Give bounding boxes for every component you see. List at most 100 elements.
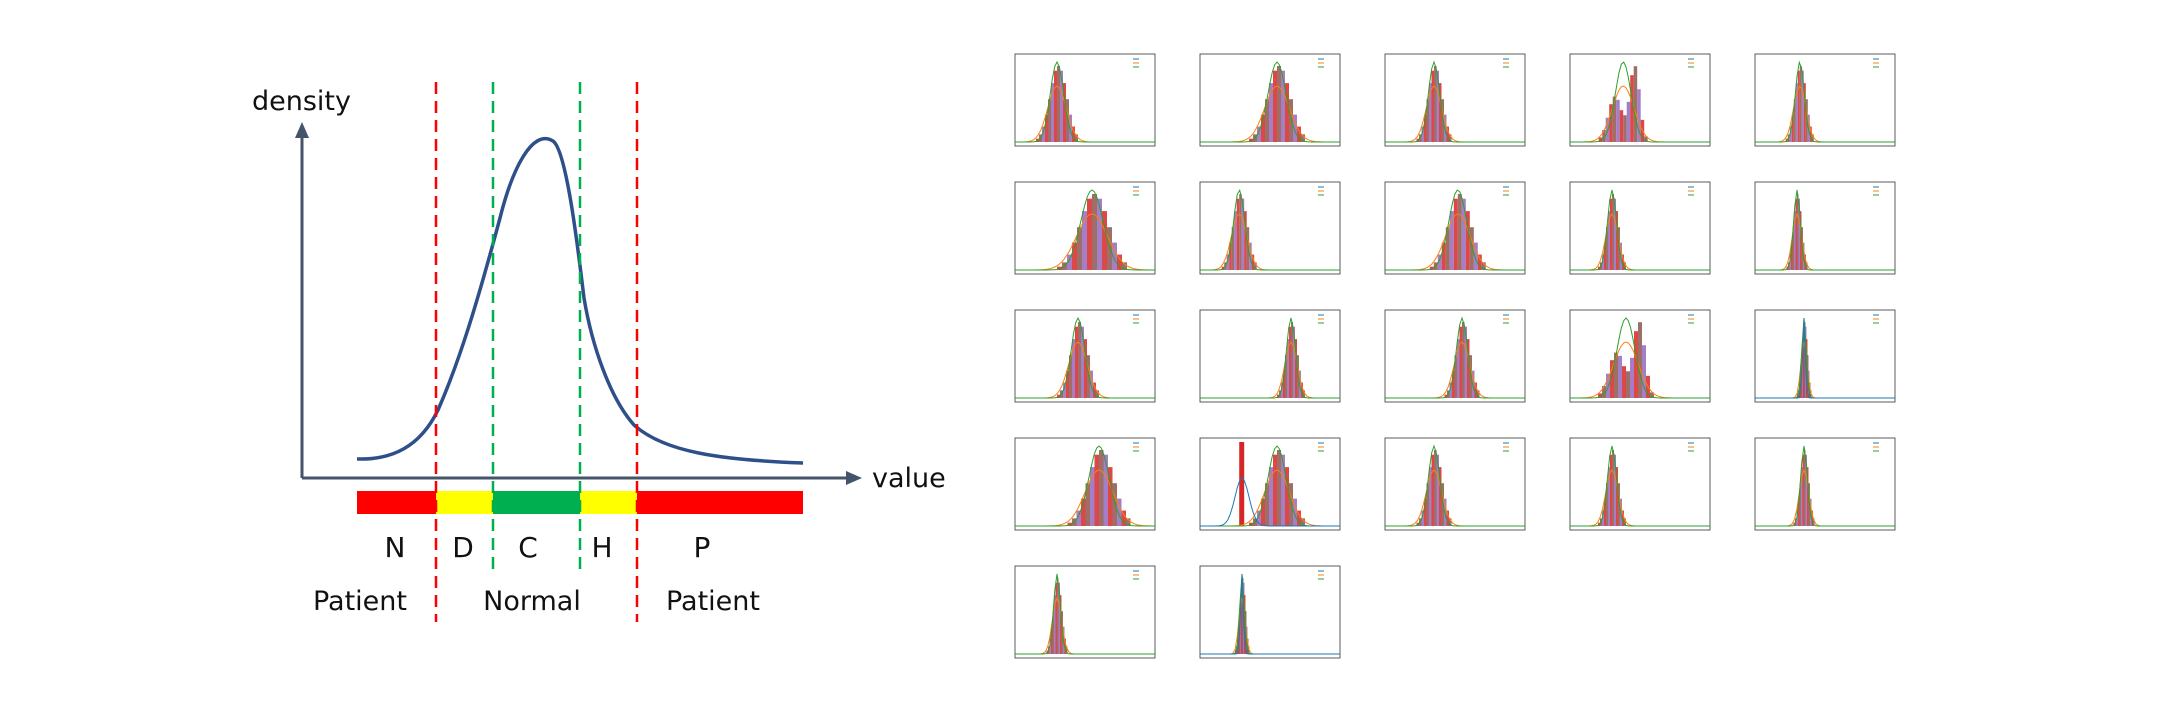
histogram-bar — [1112, 242, 1117, 270]
histogram-bar — [1638, 322, 1642, 398]
histogram-bar — [1273, 454, 1277, 526]
histogram-bar — [1616, 467, 1618, 526]
histogram-bar — [1066, 646, 1068, 654]
histogram-bar — [1642, 345, 1646, 398]
histogram-bar — [1426, 483, 1429, 526]
histogram-bar — [1226, 254, 1230, 270]
histogram-bar — [1457, 339, 1460, 398]
histogram-bar — [1637, 89, 1641, 142]
histogram-bar — [1277, 66, 1281, 142]
histogram-panel — [1375, 176, 1527, 280]
histogram-bar — [1057, 578, 1059, 654]
histogram-thumbnail — [1199, 565, 1341, 659]
histogram-bar — [1434, 66, 1437, 142]
histogram-thumbnail — [1754, 53, 1896, 147]
histogram-bar — [1069, 355, 1072, 398]
histogram-bar — [1093, 382, 1096, 398]
histogram-bar — [1066, 370, 1069, 398]
zone-letter-n: N — [385, 531, 406, 564]
histogram-bar — [1241, 582, 1243, 654]
histogram-bar — [1802, 339, 1804, 398]
histogram-bar — [1045, 114, 1048, 142]
histogram-bar — [1231, 227, 1235, 270]
histogram-bar — [1431, 70, 1434, 142]
histogram-bar — [1614, 454, 1616, 526]
histogram-bar — [1626, 101, 1631, 142]
zone-c-segment — [493, 491, 580, 514]
histogram-thumbnail — [1014, 565, 1156, 659]
histogram-bar — [1477, 254, 1482, 270]
plot-frame — [1569, 437, 1711, 531]
plot-frame — [1199, 565, 1341, 659]
plot-frame — [1569, 181, 1711, 275]
histogram-bar — [1103, 454, 1108, 526]
histogram-bar — [1650, 392, 1654, 398]
histogram-bar — [1795, 198, 1797, 270]
histogram-bar — [1063, 83, 1066, 142]
histogram-bar — [1251, 254, 1255, 270]
histogram-bar — [1626, 371, 1630, 398]
histogram-bar — [1459, 326, 1462, 398]
histogram-thumbnail — [1014, 309, 1156, 403]
histogram-bar — [1437, 254, 1442, 270]
x-axis-label: value — [872, 463, 946, 494]
histogram-bar — [1453, 198, 1458, 270]
x-axis-arrow-icon — [846, 471, 862, 485]
histogram-bar — [1057, 66, 1060, 142]
histogram-thumbnail — [1384, 181, 1526, 275]
histogram-bar — [1078, 322, 1081, 398]
histogram-bar — [1112, 483, 1117, 526]
histogram-bar — [1472, 370, 1475, 398]
plot-frame — [1384, 437, 1526, 531]
histogram-bar — [1633, 66, 1638, 142]
histogram-bar — [1622, 510, 1624, 526]
histogram-thumbnail — [1754, 181, 1896, 275]
histogram-panel — [1560, 176, 1712, 280]
histogram-bar — [1424, 498, 1427, 526]
histogram-bar — [1102, 211, 1107, 270]
histogram-panel — [1375, 48, 1527, 152]
histogram-bar — [1261, 498, 1265, 526]
histogram-bar — [1117, 498, 1122, 526]
histogram-bar — [1804, 450, 1806, 526]
density-line — [1755, 60, 1895, 143]
histogram-bar — [1609, 104, 1613, 142]
histogram-bar — [1614, 352, 1618, 398]
plot-frame — [1754, 53, 1896, 147]
histogram-bar — [1303, 390, 1305, 398]
histogram-bar — [1297, 510, 1301, 526]
histogram-panel — [1745, 176, 1897, 280]
histogram-bar — [1791, 242, 1793, 270]
histogram-bar — [1436, 70, 1439, 142]
histogram-panel — [1560, 304, 1712, 408]
histogram-bar — [1804, 322, 1806, 398]
histogram-bar — [1236, 646, 1238, 654]
histogram-bar — [1809, 126, 1812, 142]
histogram-bar — [1800, 211, 1802, 270]
histogram-bar — [1285, 467, 1289, 526]
histogram-bar — [1072, 242, 1077, 270]
histogram-bar — [1598, 393, 1602, 398]
histogram-bar — [1598, 137, 1603, 142]
histogram-bar — [1051, 83, 1054, 142]
histogram-bar — [1429, 467, 1432, 526]
histogram-bar — [1624, 518, 1626, 526]
histogram-bar — [1805, 454, 1807, 526]
histogram-bar — [1477, 390, 1480, 398]
histogram-panel — [1745, 304, 1897, 408]
histogram-thumbnail — [1199, 437, 1341, 531]
histogram-bar — [1444, 114, 1447, 142]
histogram-bar — [1067, 254, 1072, 270]
histogram-bar — [1075, 326, 1078, 398]
histogram-bar — [1797, 70, 1800, 142]
histogram-bar — [1244, 595, 1246, 654]
histogram-bar — [1099, 450, 1104, 526]
histogram-bar — [1612, 450, 1614, 526]
histogram-bar — [1229, 242, 1232, 270]
plot-frame — [1014, 53, 1156, 147]
density-line — [1570, 189, 1710, 271]
zone-n-segment — [357, 491, 436, 514]
histogram-bar — [1265, 99, 1269, 142]
histogram-bar — [1610, 454, 1612, 526]
zone-d-segment — [436, 491, 493, 514]
